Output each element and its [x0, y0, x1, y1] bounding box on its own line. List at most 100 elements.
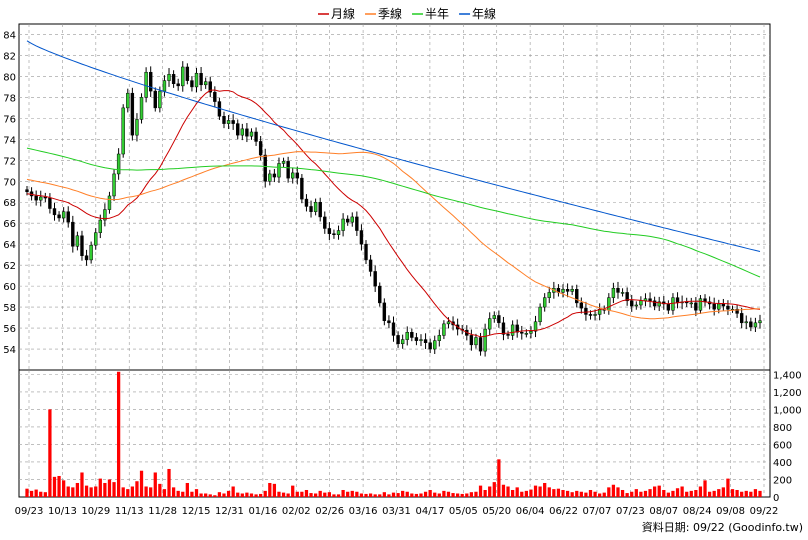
volume-bar: [657, 485, 661, 497]
volume-bar: [171, 487, 176, 497]
volume-bar: [103, 482, 107, 497]
candle-body: [116, 153, 121, 175]
candle-body: [533, 321, 538, 332]
candle-body: [735, 308, 739, 314]
volume-bar: [451, 493, 455, 497]
volume-bar: [149, 487, 153, 497]
candle-body: [48, 197, 52, 209]
candle-body: [488, 318, 492, 330]
candle-body: [634, 304, 639, 307]
candle-body: [304, 198, 309, 207]
date-tick-label: 06/04: [516, 506, 545, 517]
candle-body: [52, 208, 57, 216]
volume-bar: [130, 486, 135, 497]
volume-bar: [625, 493, 629, 497]
candle-body: [588, 314, 593, 316]
volume-bar: [694, 489, 698, 497]
price-tick-label: 78: [3, 93, 16, 104]
candle-body: [286, 161, 290, 179]
candle-body: [584, 307, 588, 315]
volume-bar: [616, 487, 620, 497]
volume-bar: [313, 493, 318, 497]
volume-bar: [176, 490, 180, 497]
candle-body: [400, 339, 405, 345]
candle-body: [277, 163, 281, 178]
volume-bar: [707, 491, 712, 497]
date-tick-label: 12/31: [215, 506, 244, 517]
price-tick-label: 80: [3, 72, 16, 83]
volume-bar: [350, 490, 354, 497]
volume-bar: [71, 487, 75, 497]
candle-body: [433, 340, 437, 350]
ma-line-3: [26, 40, 761, 252]
volume-bar: [717, 489, 721, 497]
volume-bar: [318, 490, 322, 497]
volume-bar: [263, 490, 267, 497]
volume-bar: [506, 486, 510, 497]
volume-bar: [575, 490, 579, 497]
candle-body: [181, 66, 185, 87]
volume-bar: [565, 490, 570, 497]
candle-body: [103, 209, 107, 221]
volume-bar: [501, 484, 506, 497]
candle-body: [639, 300, 643, 306]
volume-bar: [662, 489, 666, 497]
volume-bar: [543, 482, 547, 497]
candle-body: [341, 218, 345, 231]
volume-bar: [249, 493, 254, 497]
candle-body: [135, 119, 139, 136]
legend-label: 半年: [425, 7, 449, 21]
volume-bar: [579, 491, 583, 497]
price-tick-label: 60: [3, 282, 16, 293]
volume-bar: [208, 494, 212, 497]
candle-body: [158, 90, 162, 109]
volume-bar: [272, 483, 277, 497]
candle-body: [61, 211, 66, 219]
candle-body: [712, 303, 716, 310]
date-tick-label: 05/05: [449, 506, 478, 517]
volume-bar: [639, 491, 643, 497]
volume-bar: [231, 486, 235, 497]
volume-bar: [483, 489, 487, 497]
candle-body: [190, 80, 194, 88]
volume-bar: [121, 487, 125, 497]
volume-tick-label: 200: [773, 475, 792, 486]
volume-bar: [611, 484, 616, 497]
candle-body: [258, 141, 263, 156]
date-tick-label: 06/22: [549, 506, 578, 517]
candle-body: [43, 196, 48, 199]
candle-body: [323, 216, 327, 229]
volume-bar: [547, 487, 551, 497]
volume-bar: [437, 493, 441, 497]
candle-body: [565, 289, 570, 292]
date-tick-label: 08/24: [683, 506, 712, 517]
candle-body: [345, 218, 350, 223]
candle-body: [281, 161, 286, 164]
volume-bar: [510, 489, 515, 497]
candle-body: [469, 335, 474, 346]
volume-bar: [346, 491, 350, 497]
date-tick-label: 11/28: [148, 506, 177, 517]
volume-bar: [433, 492, 437, 497]
candle-body: [139, 97, 144, 120]
candle-body: [249, 131, 254, 137]
date-tick-label: 09/22: [750, 506, 779, 517]
volume-bar: [570, 492, 574, 497]
candle-body: [222, 116, 226, 124]
candle-body: [758, 320, 762, 324]
volume-bar: [277, 491, 281, 497]
candle-body: [355, 216, 359, 231]
volume-bar: [730, 489, 735, 497]
candle-body: [25, 189, 29, 193]
volume-bar: [158, 483, 162, 497]
volume-tick-label: 600: [773, 440, 792, 451]
candle-body: [698, 298, 703, 311]
volume-bar: [428, 489, 432, 497]
volume-bar: [34, 489, 38, 497]
candle-body: [652, 300, 657, 307]
candle-body: [291, 172, 295, 179]
candle-body: [410, 332, 414, 338]
candle-body: [66, 211, 70, 223]
candle-body: [726, 305, 730, 310]
candle-body: [414, 337, 419, 341]
